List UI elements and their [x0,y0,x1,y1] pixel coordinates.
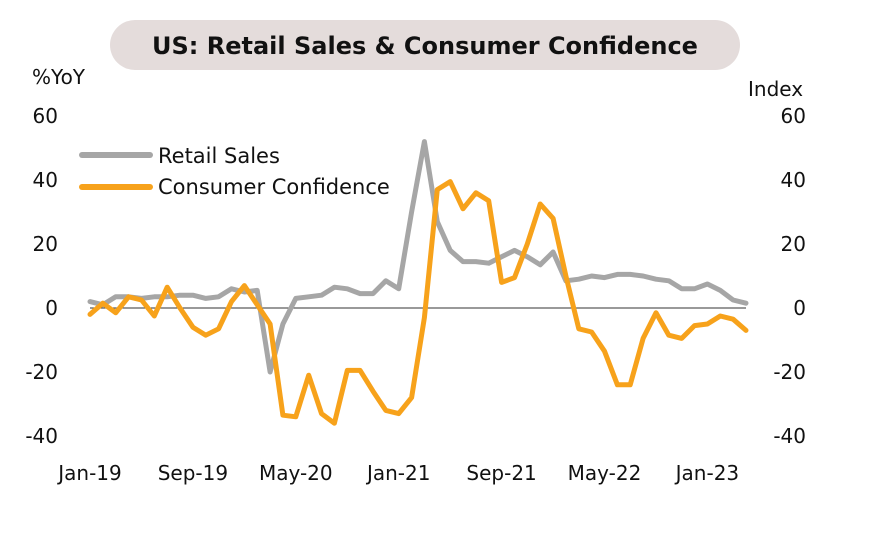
right-tick-label: 0 [793,296,806,320]
x-tick-label: Sep-19 [158,461,228,485]
left-tick-label: 60 [33,104,58,128]
left-tick-label: 40 [33,168,58,192]
x-tick-label: Jan-21 [365,461,431,485]
right-tick-label: -20 [773,360,806,384]
left-axis-ticks: 60 40 20 0 -20 -40 [25,104,58,448]
legend-label-consumer-confidence: Consumer Confidence [158,175,390,199]
x-tick-label: Jan-19 [56,461,122,485]
left-axis-label: %YoY [32,65,86,89]
x-axis-ticks: Jan-19 Sep-19 May-20 Jan-21 Sep-21 May-22 Jan-… [56,461,739,485]
chart-title: US: Retail Sales & Consumer Confidence [152,32,698,60]
right-tick-label: 60 [781,104,806,128]
x-tick-label: May-20 [259,461,333,485]
right-axis-label: Index [748,77,803,101]
legend: Retail Sales Consumer Confidence [79,144,390,199]
x-tick-label: Jan-23 [674,461,740,485]
x-tick-label: Sep-21 [466,461,536,485]
series-line-retail-sales [87,139,749,375]
left-tick-label: 20 [33,232,58,256]
legend-label-retail-sales: Retail Sales [158,144,280,168]
right-axis-ticks: 60 40 20 0 -20 -40 [773,104,806,448]
right-tick-label: 20 [781,232,806,256]
series-line-consumer-confidence [87,179,749,426]
left-tick-label: -40 [25,424,58,448]
left-tick-label: -20 [25,360,58,384]
x-tick-label: May-22 [568,461,642,485]
right-tick-label: 40 [781,168,806,192]
chart-title-background [110,20,740,70]
right-tick-label: -40 [773,424,806,448]
left-tick-label: 0 [45,296,58,320]
